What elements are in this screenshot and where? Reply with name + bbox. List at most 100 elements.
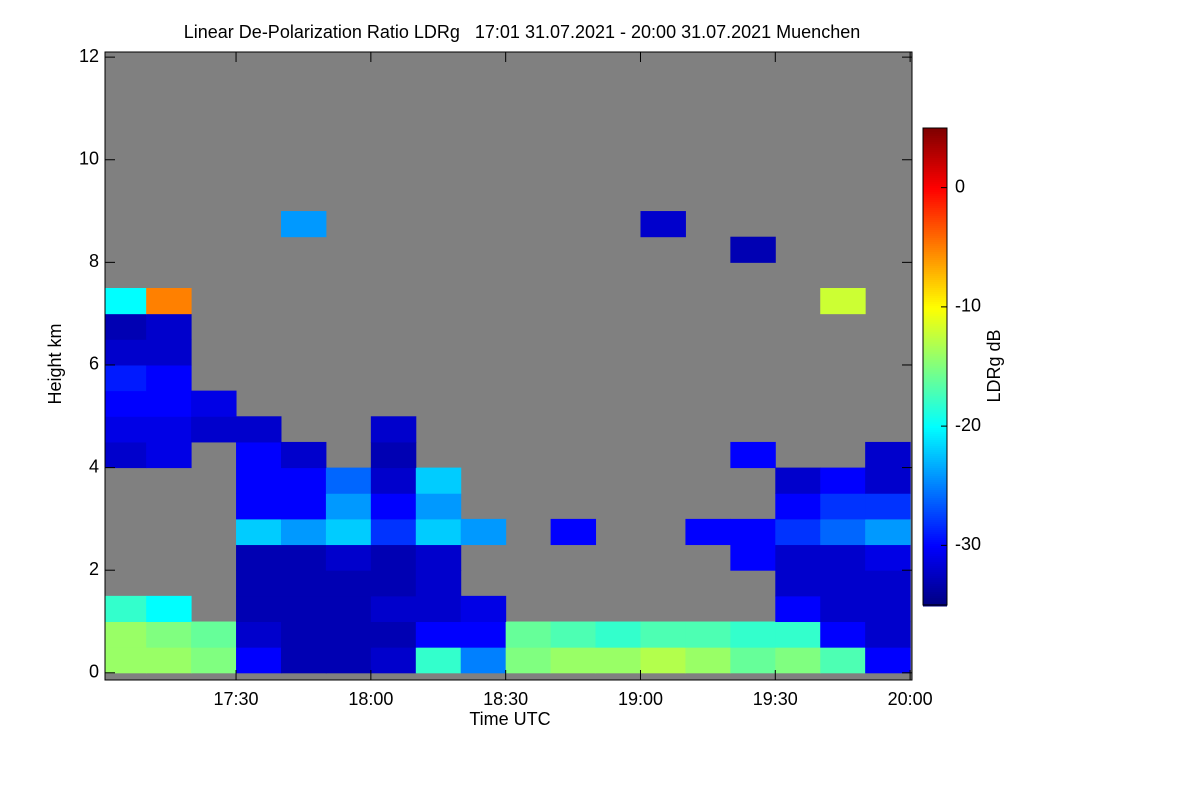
heatmap-cell <box>505 621 552 648</box>
colorbar-swatch <box>923 268 947 271</box>
heatmap-cell <box>146 364 192 392</box>
colorbar-swatch <box>923 202 947 205</box>
heatmap-cell <box>865 621 911 648</box>
colorbar-swatch <box>923 532 947 535</box>
colorbar-swatch <box>923 156 947 159</box>
plot-frame <box>104 51 913 681</box>
colorbar-swatch <box>923 308 947 311</box>
colorbar-swatch <box>923 442 947 445</box>
colorbar-swatch <box>923 252 947 255</box>
colorbar-swatch <box>923 376 947 379</box>
heatmap-cell <box>146 313 192 340</box>
colorbar-swatch <box>923 328 947 331</box>
colorbar-swatch <box>923 242 947 245</box>
x-tick-label: 19:30 <box>753 689 798 709</box>
heatmap-cell <box>865 570 911 597</box>
colorbar-swatch <box>923 290 947 293</box>
colorbar-swatch <box>923 460 947 463</box>
heatmap-cell <box>146 288 192 315</box>
colorbar-swatch <box>923 238 947 241</box>
colorbar-swatch <box>923 408 947 411</box>
colorbar-swatch <box>923 446 947 449</box>
heatmap-cell <box>191 390 237 417</box>
heatmap-cell <box>820 570 866 597</box>
heatmap-cell <box>280 518 327 546</box>
colorbar-swatch <box>923 188 947 191</box>
colorbar-tick-label: -10 <box>955 296 981 316</box>
colorbar-swatch <box>923 508 947 511</box>
heatmap-cell <box>280 493 327 520</box>
heatmap-cell <box>236 493 282 520</box>
colorbar-swatch <box>923 366 947 369</box>
heatmap-cell <box>146 416 192 443</box>
colorbar-swatch <box>923 514 947 517</box>
y-tick-label: 10 <box>79 148 99 168</box>
colorbar-swatch <box>923 352 947 355</box>
colorbar-swatch <box>923 356 947 359</box>
heatmap-cell <box>775 621 821 648</box>
colorbar-swatch <box>923 226 947 229</box>
x-tick-label: 17:30 <box>214 689 259 709</box>
colorbar-swatch <box>923 534 947 537</box>
colorbar-swatch <box>923 254 947 257</box>
colorbar-swatch <box>923 334 947 337</box>
heatmap-cell <box>415 647 462 674</box>
colorbar-swatch <box>923 602 947 605</box>
colorbar-swatch <box>923 256 947 259</box>
colorbar-swatch <box>923 294 947 297</box>
heatmap-cell <box>191 621 237 648</box>
colorbar-swatch <box>923 316 947 319</box>
colorbar-swatch <box>923 506 947 509</box>
colorbar-swatch <box>923 362 947 365</box>
colorbar-swatch <box>923 480 947 483</box>
colorbar-swatch <box>923 406 947 409</box>
colorbar-swatch <box>923 578 947 581</box>
colorbar-swatch <box>923 530 947 533</box>
heatmap-cell <box>236 518 282 546</box>
heatmap-cell <box>415 518 462 546</box>
heatmap-cell <box>280 621 327 648</box>
colorbar-swatch <box>923 372 947 375</box>
colorbar-swatch <box>923 478 947 481</box>
colorbar-swatch <box>923 502 947 505</box>
colorbar-swatch <box>923 132 947 135</box>
heatmap-cell <box>280 544 327 571</box>
colorbar-swatch <box>923 296 947 299</box>
colorbar-swatch <box>923 510 947 513</box>
y-tick-label: 6 <box>89 354 99 374</box>
heatmap-cell <box>280 647 327 674</box>
colorbar-swatch <box>923 310 947 313</box>
heatmap-cell <box>325 493 372 520</box>
colorbar-swatch <box>923 448 947 451</box>
colorbar-swatch <box>923 292 947 295</box>
colorbar-swatch <box>923 336 947 339</box>
x-axis-label: Time UTC <box>469 709 550 729</box>
heatmap-cell <box>191 416 237 443</box>
heatmap-cell <box>325 467 372 494</box>
colorbar-swatch <box>923 224 947 227</box>
colorbar-swatch <box>923 576 947 579</box>
colorbar-swatch <box>923 396 947 399</box>
y-tick-label: 8 <box>89 251 99 271</box>
colorbar-swatch <box>923 498 947 501</box>
colorbar-swatch <box>923 496 947 499</box>
colorbar-swatch <box>923 466 947 469</box>
heatmap-cell <box>415 493 462 520</box>
heatmap-cell <box>730 544 776 571</box>
colorbar-swatch <box>923 330 947 333</box>
colorbar-swatch <box>923 274 947 277</box>
colorbar-swatch <box>923 284 947 287</box>
colorbar-swatch <box>923 340 947 343</box>
colorbar-swatch <box>923 354 947 357</box>
heatmap-cell <box>415 467 462 494</box>
colorbar-swatch <box>923 472 947 475</box>
colorbar-swatch <box>923 276 947 279</box>
colorbar-swatch <box>923 526 947 529</box>
colorbar-swatch <box>923 596 947 599</box>
colorbar-swatch <box>923 410 947 413</box>
colorbar-swatch <box>923 394 947 397</box>
colorbar-swatch <box>923 358 947 361</box>
colorbar-swatch <box>923 444 947 447</box>
colorbar-swatch <box>923 250 947 253</box>
